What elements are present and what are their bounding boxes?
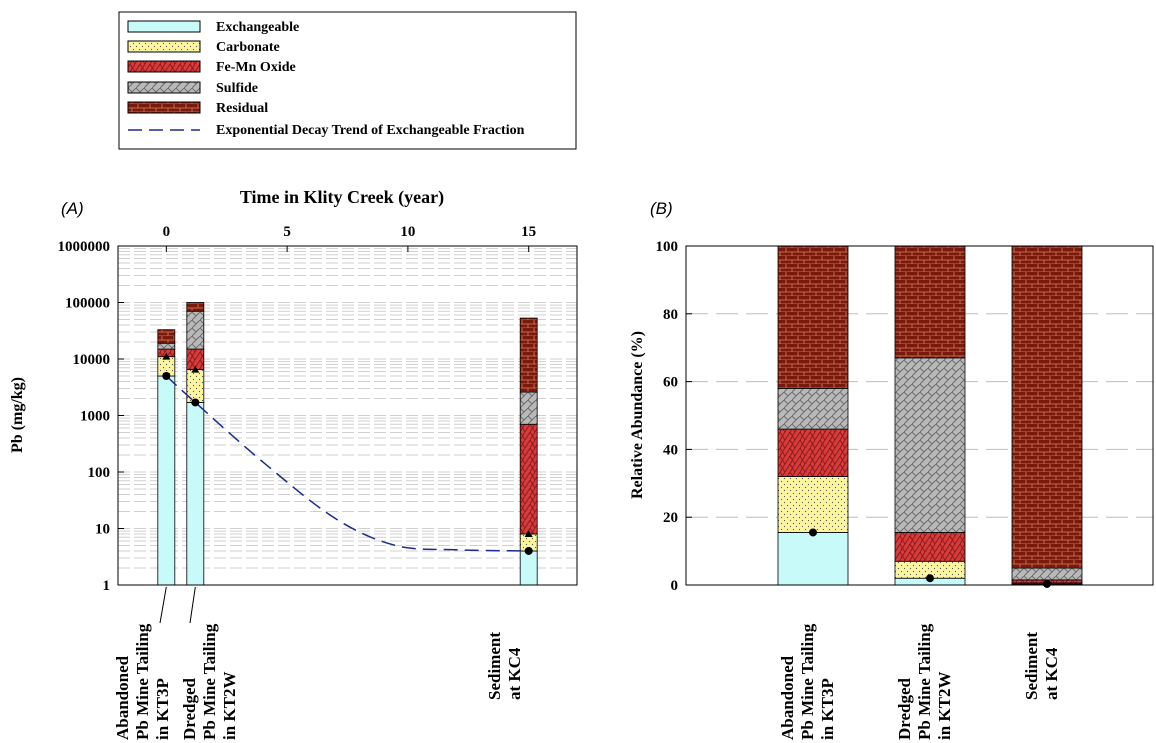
bar-segment-exchangeable [777,532,849,586]
panel-b-grid [686,313,1153,518]
legend-label-exchangeable: Exchangeable [216,20,299,35]
bar-segment-sulfide [1011,567,1083,581]
exchangeable-marker [926,574,934,583]
bar-segment-sulfide [186,310,205,350]
y-tick-label: 10 [95,522,110,538]
x-tick-label: 5 [283,224,291,240]
panel-a-category-labels: Abandoned Pb Mine Tailing in KT3P Dredged Pb… [113,586,524,741]
y-tick-label: 100000 [65,296,110,312]
legend-label-sulfide: Sulfide [216,81,258,96]
bar-segment-exchangeable [157,375,176,586]
panel-b-y-ticks: 0 20 40 60 80 100 [656,239,692,594]
legend-label-trend: Exponential Decay Trend of Exchangeable … [216,123,525,138]
legend-swatch-femn [127,60,201,73]
exchangeable-marker [1043,579,1051,588]
legend-label-residual: Residual [216,101,268,116]
y-tick-label: 100 [88,465,111,481]
panel-b-bars [777,245,1083,586]
legend-label-femn: Fe-Mn Oxide [216,60,296,75]
category-label: in KT2W [935,672,954,741]
legend-swatch-sulfide [127,81,201,94]
category-label: Abandoned [113,655,132,740]
bar-segment-residual [186,302,205,312]
panel-b-markers [809,528,1051,588]
bar-segment-sulfide [519,391,538,425]
bar-segment-residual [1011,245,1083,569]
category-label: at KC4 [505,647,524,700]
category-label: Sediment [1022,632,1041,700]
y-tick-label: 0 [671,578,679,594]
panel-a-y-ticks: 1 10 100 1000 10000 100000 1000000 [58,239,124,594]
panel-a-bars [157,302,538,586]
legend: Exchangeable Carbonate Fe-Mn Oxide Sulfi… [118,11,577,150]
bar-segment-femn [777,428,849,477]
bar-segment-sulfide [894,357,966,533]
bar-segment-exchangeable [519,550,538,586]
legend-swatch-exchangeable [127,20,201,33]
panel-a-trend-line [165,375,529,552]
panel-a-top-ticks: 0 5 10 15 [163,224,536,252]
exchangeable-marker [809,528,817,537]
bar-segment-residual [157,329,176,344]
panel-b-category-labels: Abandoned Pb Mine Tailing in KT3P Dredged Pb… [778,623,1061,740]
category-label: in KT2W [220,672,239,741]
y-tick-label: 20 [663,510,678,526]
y-tick-label: 1 [103,578,111,594]
panel-b-label: (B) [650,199,673,218]
category-label: Dredged [895,677,914,740]
bar-segment-sulfide [777,387,849,430]
legend-frame [118,11,577,150]
exchangeable-marker [191,398,200,407]
category-label: in KT3P [818,678,837,740]
panel-b-y-axis-title: Relative Abundance (%) [629,331,646,499]
label-leader [159,586,167,624]
exchangeable-marker [524,546,533,555]
bar-segment-carbonate [777,476,849,533]
x-tick-label: 0 [163,224,171,240]
category-label: Dredged [180,677,199,740]
legend-label-carbonate: Carbonate [216,40,280,55]
carbonate-marker [191,365,200,373]
carbonate-marker [162,352,171,360]
x-tick-label: 15 [521,224,536,240]
panel-a-top-axis-title: Time in Klity Creek (year) [240,187,444,208]
y-tick-label: 60 [663,375,678,391]
category-label: in KT3P [153,678,172,740]
category-label: at KC4 [1042,647,1061,700]
bar-segment-residual [894,245,966,359]
panel-a-grid [118,248,577,586]
category-label: Sediment [485,632,504,700]
bar-segment-residual [777,245,849,389]
legend-swatch-residual [127,101,201,114]
panel-a-markers [162,352,533,555]
panel-a-y-axis-title: Pb (mg/kg) [9,377,26,453]
category-label: Pb Mine Tailing [200,623,219,740]
y-tick-label: 1000000 [58,239,111,255]
bar-segment-exchangeable [186,402,205,586]
carbonate-marker [524,529,533,537]
bar-segment-residual [519,317,538,393]
legend-swatch-carbonate [127,40,201,53]
category-label: Pb Mine Tailing [798,623,817,740]
y-tick-label: 100 [656,239,679,255]
x-tick-label: 10 [400,224,415,240]
category-label: Abandoned [778,655,797,740]
y-tick-label: 1000 [80,409,110,425]
category-label: Pb Mine Tailing [133,623,152,740]
y-tick-label: 80 [663,307,678,323]
exchangeable-marker [162,372,171,381]
bar-segment-femn [894,532,966,562]
panel-a-label: (A) [61,199,84,218]
category-label: Pb Mine Tailing [915,623,934,740]
y-tick-label: 10000 [73,352,111,368]
bar-segment-sulfide [157,342,176,350]
bar-segment-femn [519,423,538,535]
panel-a: (A) Time in Klity Creek (year) 110100100… [9,187,578,741]
label-leader [189,586,196,624]
panel-b-frame [685,245,1154,586]
y-tick-label: 40 [663,442,678,458]
